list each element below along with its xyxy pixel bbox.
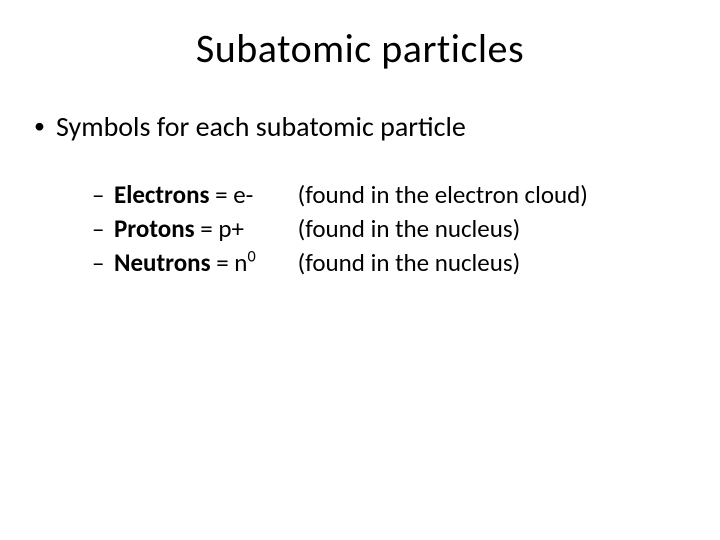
particle-name: Neutrons xyxy=(114,247,211,278)
particle-name-col: Protons = p+ xyxy=(114,212,292,246)
bullet-neutrons: Neutrons = n0 (found in the nucleus) xyxy=(92,246,686,280)
particle-symbol: = e- xyxy=(209,179,253,210)
particle-location: (found in the nucleus) xyxy=(298,247,521,278)
slide: Subatomic particles Symbols for each sub… xyxy=(0,0,720,540)
particle-location: (found in the electron cloud) xyxy=(298,179,588,210)
particle-name-col: Neutrons = n0 xyxy=(114,246,292,280)
particle-name-col: Electrons = e- xyxy=(114,178,292,212)
particle-symbol: = p+ xyxy=(195,213,244,244)
bullet-level1-item: Symbols for each subatomic particle Elec… xyxy=(34,109,686,279)
bullet-list-level1: Symbols for each subatomic particle Elec… xyxy=(34,109,686,279)
particle-symbol-superscript: 0 xyxy=(247,247,255,266)
bullet-electrons: Electrons = e- (found in the electron cl… xyxy=(92,178,686,212)
slide-body: Symbols for each subatomic particle Elec… xyxy=(0,73,720,279)
bullet-protons: Protons = p+ (found in the nucleus) xyxy=(92,212,686,246)
slide-title: Subatomic particles xyxy=(0,0,720,73)
particle-symbol: = n xyxy=(211,247,248,278)
particle-name: Protons xyxy=(114,213,195,244)
particle-location: (found in the nucleus) xyxy=(298,213,521,244)
bullet-list-level2: Electrons = e- (found in the electron cl… xyxy=(56,178,686,279)
particle-name: Electrons xyxy=(114,179,209,210)
bullet-level1-text: Symbols for each subatomic particle xyxy=(56,109,466,144)
